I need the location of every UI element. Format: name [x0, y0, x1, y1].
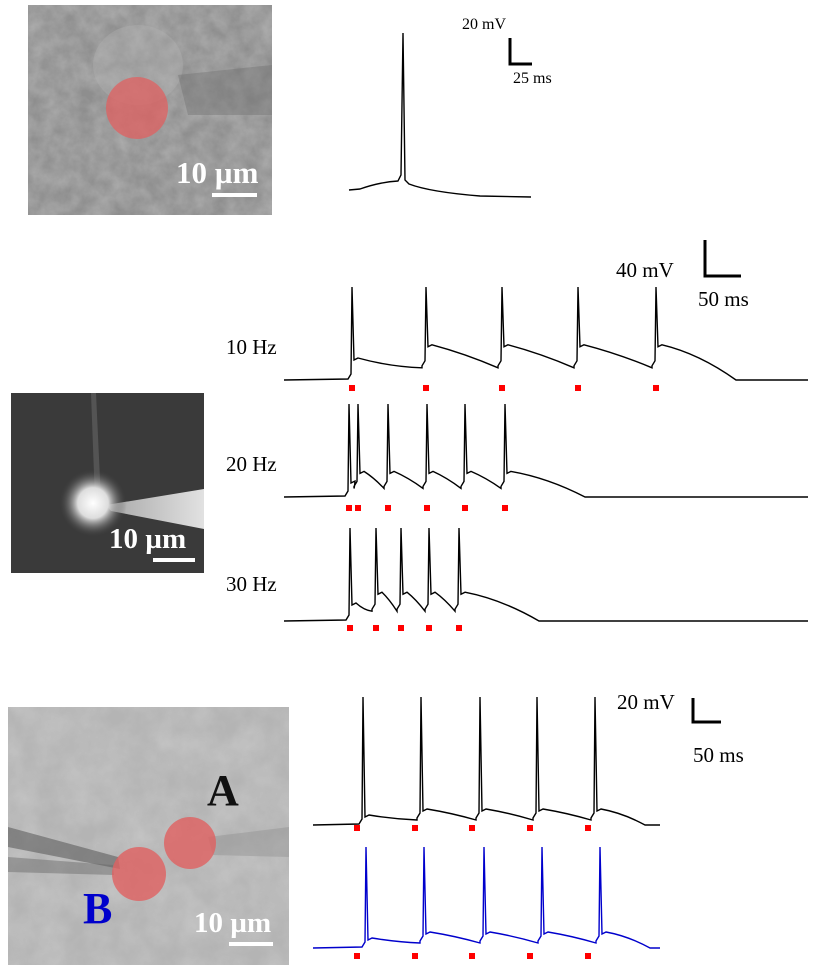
- time-scale-label: 25 ms: [513, 70, 552, 87]
- row-label-20hz: 20 Hz: [226, 452, 277, 476]
- stimulus-marker: [373, 625, 379, 631]
- time-scale-label: 50 ms: [698, 287, 749, 311]
- scale-bar-label: 10 µm: [176, 155, 259, 190]
- cell-b-roi: [112, 847, 166, 901]
- voltage-scale-label: 40 mV: [616, 258, 674, 282]
- stimulus-marker: [354, 825, 360, 831]
- stimulus-marker: [426, 625, 432, 631]
- stimulus-marker: [355, 505, 361, 511]
- stimulus-marker: [462, 505, 468, 511]
- stimulus-marker: [424, 505, 430, 511]
- row-label-10hz: 10 Hz: [226, 335, 277, 359]
- stimulus-marker: [499, 385, 505, 391]
- cell-a-roi: [164, 817, 216, 869]
- stimulus-marker: [527, 825, 533, 831]
- stimulus-marker: [354, 953, 360, 959]
- stimulus-marker: [575, 385, 581, 391]
- scale-bar-ephys: [703, 240, 741, 278]
- micrograph-top: 10 µm: [28, 5, 272, 215]
- stimulus-marker: [412, 953, 418, 959]
- stimulus-marker: [585, 825, 591, 831]
- scale-bar: [229, 942, 273, 946]
- stimulus-marker: [423, 385, 429, 391]
- stimulus-marker: [469, 825, 475, 831]
- scale-bar-ephys: [508, 38, 532, 66]
- stimulus-marker: [347, 625, 353, 631]
- stimulus-marker: [398, 625, 404, 631]
- micrograph-fluorescence: 10 µm: [11, 393, 204, 573]
- stimulus-marker: [469, 953, 475, 959]
- time-scale-label: 50 ms: [693, 743, 744, 767]
- trace-cell-b: [312, 846, 660, 949]
- stimulus-marker: [653, 385, 659, 391]
- trace-30hz: [283, 527, 808, 622]
- recording-site-roi: [106, 77, 168, 139]
- trace-20hz: [283, 403, 808, 498]
- scale-bar-label: 10 µm: [109, 523, 187, 555]
- cell-a-label: A: [207, 766, 239, 815]
- stimulus-marker: [349, 385, 355, 391]
- stimulus-marker: [585, 953, 591, 959]
- scale-bar-label: 10 µm: [194, 907, 272, 939]
- trace-cell-a: [312, 696, 660, 826]
- stimulus-marker: [412, 825, 418, 831]
- cell-b-label: B: [83, 884, 113, 933]
- stimulus-marker: [385, 505, 391, 511]
- row-label-30hz: 30 Hz: [226, 572, 277, 596]
- stimulus-marker: [346, 505, 352, 511]
- stimulus-marker: [456, 625, 462, 631]
- scale-bar-ephys: [691, 698, 721, 724]
- stimulus-marker: [502, 505, 508, 511]
- voltage-scale-label: 20 mV: [462, 16, 506, 33]
- voltage-scale-label: 20 mV: [617, 690, 675, 714]
- trace-single-spike: [348, 32, 532, 198]
- micrograph-pair: A B 10 µm: [8, 707, 289, 965]
- stimulus-marker: [527, 953, 533, 959]
- scale-bar: [212, 193, 257, 197]
- scale-bar: [153, 558, 195, 562]
- trace-10hz: [283, 286, 808, 381]
